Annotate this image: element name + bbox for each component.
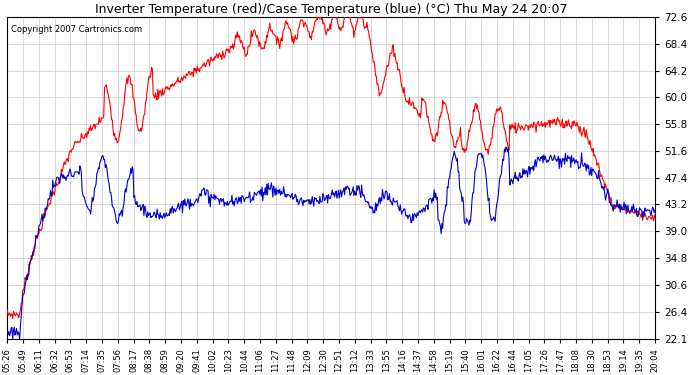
Text: Copyright 2007 Cartronics.com: Copyright 2007 Cartronics.com [10, 25, 141, 34]
Title: Inverter Temperature (red)/Case Temperature (blue) (°C) Thu May 24 20:07: Inverter Temperature (red)/Case Temperat… [95, 3, 567, 16]
